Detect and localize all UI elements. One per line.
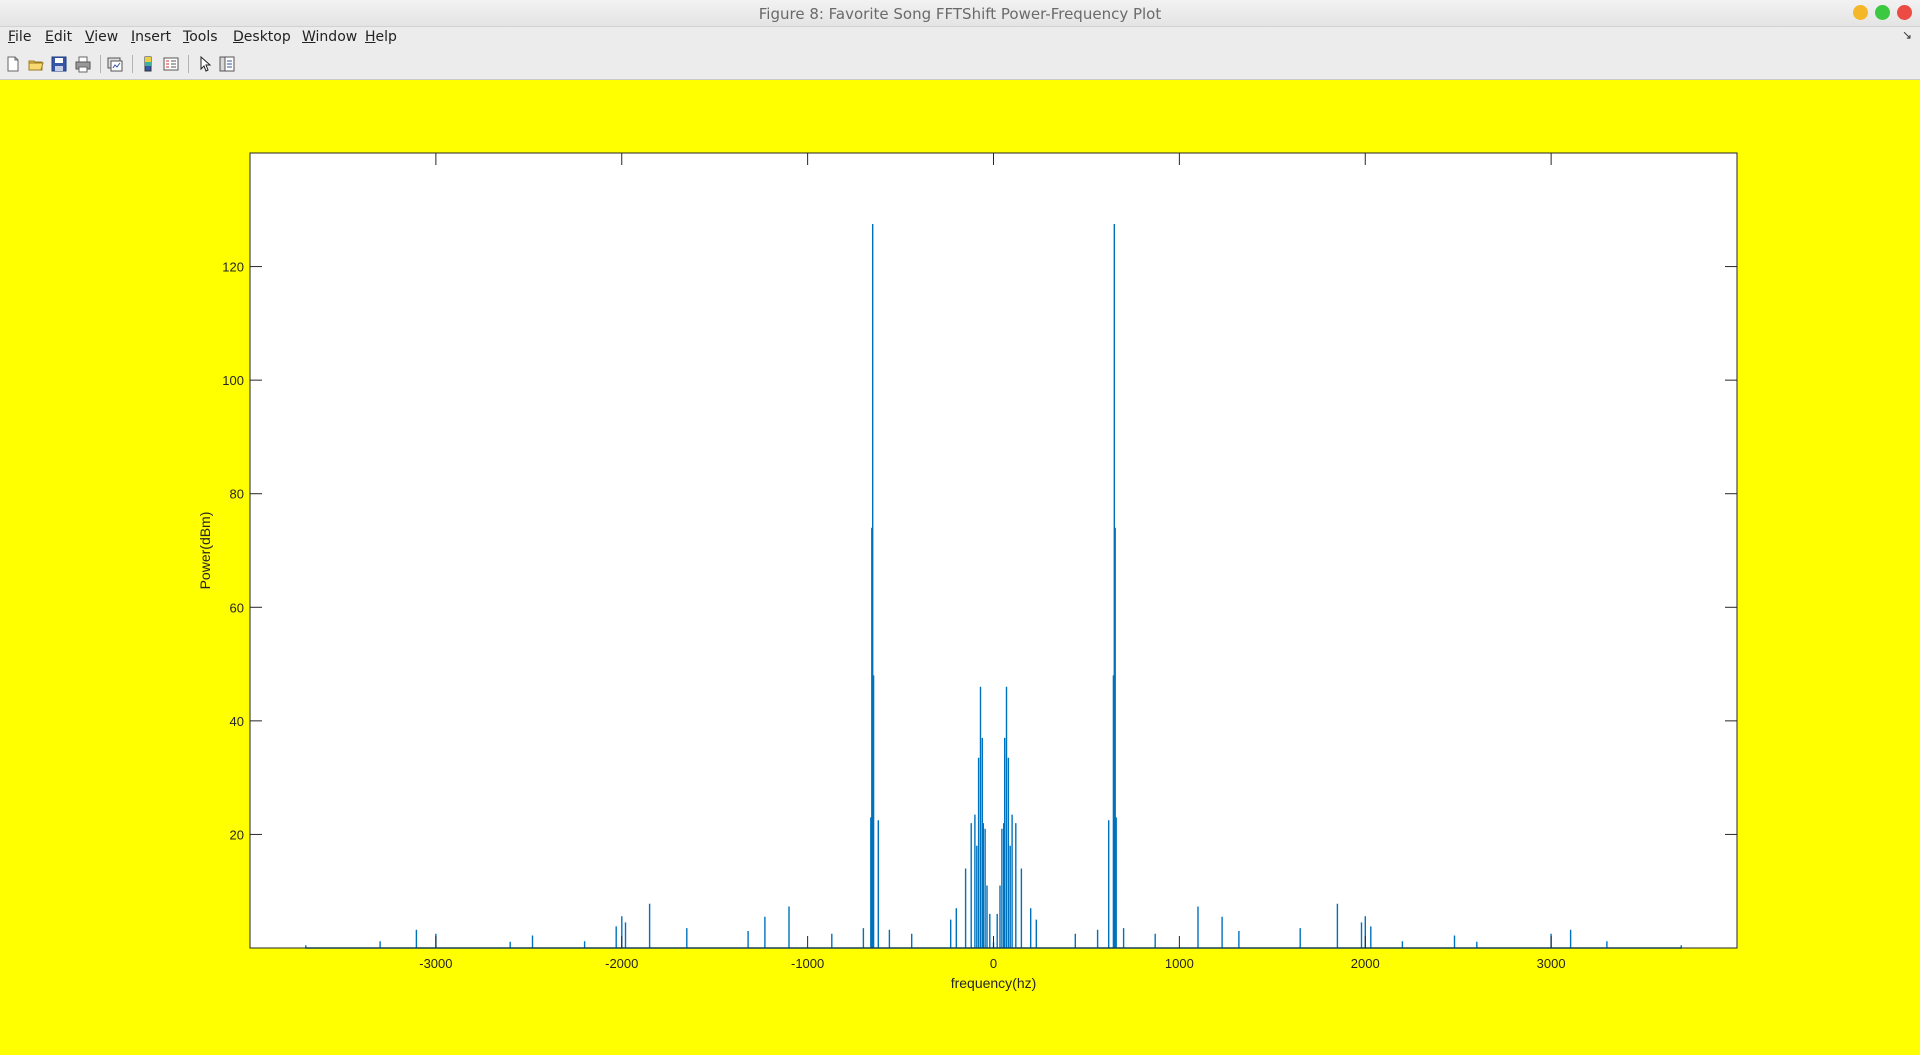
toolbar xyxy=(0,49,1920,80)
toolbar-separator xyxy=(100,55,101,73)
menu-file[interactable]: File xyxy=(8,29,32,45)
pointer-icon[interactable] xyxy=(196,55,214,73)
y-tick-label: 20 xyxy=(230,827,244,842)
minimize-icon[interactable] xyxy=(1853,5,1868,20)
menu-tools[interactable]: Tools xyxy=(183,29,218,45)
plot-area xyxy=(250,153,1737,948)
plot-browser-icon[interactable] xyxy=(218,55,236,73)
open-icon[interactable] xyxy=(27,55,45,73)
close-icon[interactable] xyxy=(1897,5,1912,20)
menu-insert[interactable]: Insert xyxy=(131,29,172,45)
window-titlebar: Figure 8: Favorite Song FFTShift Power-F… xyxy=(0,0,1920,27)
y-tick-label: 40 xyxy=(230,714,244,729)
x-tick-label: 0 xyxy=(990,956,997,971)
undock-icon[interactable]: ↘ xyxy=(1901,28,1912,42)
x-tick-label: 3000 xyxy=(1537,956,1566,971)
x-tick-label: 1000 xyxy=(1165,956,1194,971)
y-axis-label: Power(dBm) xyxy=(197,512,213,590)
figure-canvas: -3000 -2000 -1000 0 1000 2000 3000 20 40 60 80 100 1… xyxy=(197,152,1738,991)
menu-view[interactable]: View xyxy=(85,29,119,45)
menu-window[interactable]: Window xyxy=(302,29,358,45)
toolbar-separator xyxy=(132,55,133,73)
window-title: Figure 8: Favorite Song FFTShift Power-F… xyxy=(758,5,1162,23)
menu-desktop[interactable]: Desktop xyxy=(233,29,291,45)
x-tick-label: -3000 xyxy=(419,956,452,971)
print-icon[interactable] xyxy=(74,55,92,73)
toolbar-separator xyxy=(188,55,189,73)
x-tick-label: -1000 xyxy=(791,956,824,971)
copy-figure-icon[interactable] xyxy=(106,55,124,73)
y-tick-label: 60 xyxy=(230,600,244,615)
y-tick-label: 120 xyxy=(222,260,244,275)
axis-ticks: -3000 -2000 -1000 0 1000 2000 3000 20 40 60 80 100 1… xyxy=(222,153,1737,971)
menu-bar: File Edit View Insert Tools Desktop Wind… xyxy=(0,27,1920,49)
y-tick-label: 80 xyxy=(230,487,244,502)
legend-icon[interactable] xyxy=(162,55,180,73)
menu-edit[interactable]: Edit xyxy=(45,29,73,45)
x-tick-label: -2000 xyxy=(605,956,638,971)
x-tick-label: 2000 xyxy=(1351,956,1380,971)
new-figure-icon[interactable] xyxy=(4,55,22,73)
save-icon[interactable] xyxy=(50,55,68,73)
x-axis-label: frequency(hz) xyxy=(951,975,1037,991)
menu-help[interactable]: Help xyxy=(365,29,397,45)
y-tick-label: 100 xyxy=(222,373,244,388)
maximize-icon[interactable] xyxy=(1875,5,1890,20)
colorbar-icon[interactable] xyxy=(139,55,157,73)
